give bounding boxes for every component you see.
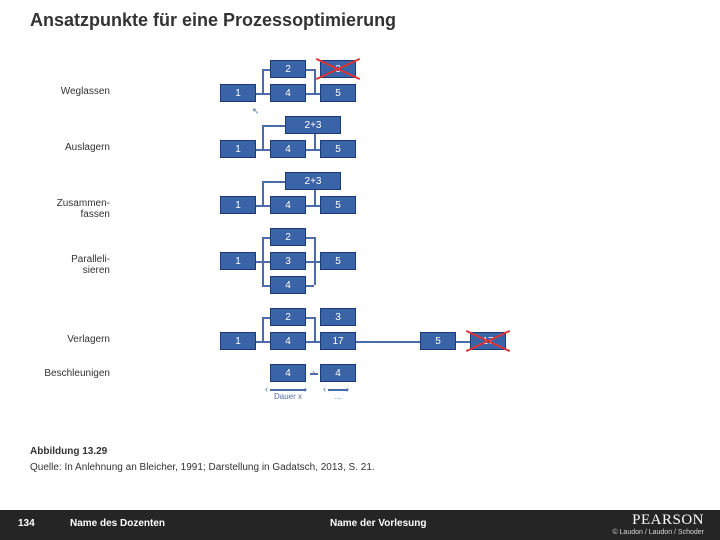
- lecturer-name: Name des Dozenten: [70, 518, 165, 529]
- row-label: Zusammen-fassen: [30, 198, 110, 220]
- process-diagram: Weglassen23145Auslagern↖2+3145Zusammen-f…: [120, 60, 600, 440]
- process-box: 1: [220, 84, 256, 102]
- row-label: Weglassen: [30, 86, 110, 97]
- process-box: 5: [320, 140, 356, 158]
- process-box: 3: [270, 252, 306, 270]
- process-box: 5: [420, 332, 456, 350]
- brand-block: PEARSON © Laudon / Laudon / Schoder: [612, 512, 704, 536]
- process-box: 1: [220, 196, 256, 214]
- process-box: 3: [320, 308, 356, 326]
- course-name: Name der Vorlesung: [330, 518, 427, 529]
- process-box: 3: [320, 60, 356, 78]
- process-box: 2: [270, 228, 306, 246]
- process-box: 1: [220, 140, 256, 158]
- row-label: Auslagern: [30, 142, 110, 153]
- process-box: 4: [270, 364, 306, 382]
- process-box: 4: [320, 364, 356, 382]
- figure-label: Abbildung 13.29: [30, 446, 107, 457]
- process-box: 2+3: [285, 172, 341, 190]
- row-label: Verlagern: [30, 334, 110, 345]
- row-label: Paralleli-sieren: [30, 254, 110, 276]
- process-box: 1: [220, 252, 256, 270]
- process-box: 5: [320, 196, 356, 214]
- figure-source: Quelle: In Anlehnung an Bleicher, 1991; …: [30, 462, 375, 473]
- process-box: 17: [320, 332, 356, 350]
- page-number: 134: [18, 518, 35, 529]
- copyright: © Laudon / Laudon / Schoder: [612, 529, 704, 536]
- process-box: 4: [270, 196, 306, 214]
- row-label: Beschleunigen: [30, 368, 110, 379]
- slide-title: Ansatzpunkte für eine Prozessoptimierung: [30, 10, 396, 31]
- brand-logo: PEARSON: [612, 512, 704, 529]
- process-box: 2+3: [285, 116, 341, 134]
- footer: 134 Name des Dozenten Name der Vorlesung…: [0, 510, 720, 540]
- process-box: 2: [270, 60, 306, 78]
- process-box: 4: [270, 140, 306, 158]
- process-box: 4: [270, 84, 306, 102]
- process-box: 4: [270, 276, 306, 294]
- process-box: 2: [270, 308, 306, 326]
- process-box: 17: [470, 332, 506, 350]
- process-box: 1: [220, 332, 256, 350]
- process-box: 4: [270, 332, 306, 350]
- process-box: 5: [320, 252, 356, 270]
- process-box: 5: [320, 84, 356, 102]
